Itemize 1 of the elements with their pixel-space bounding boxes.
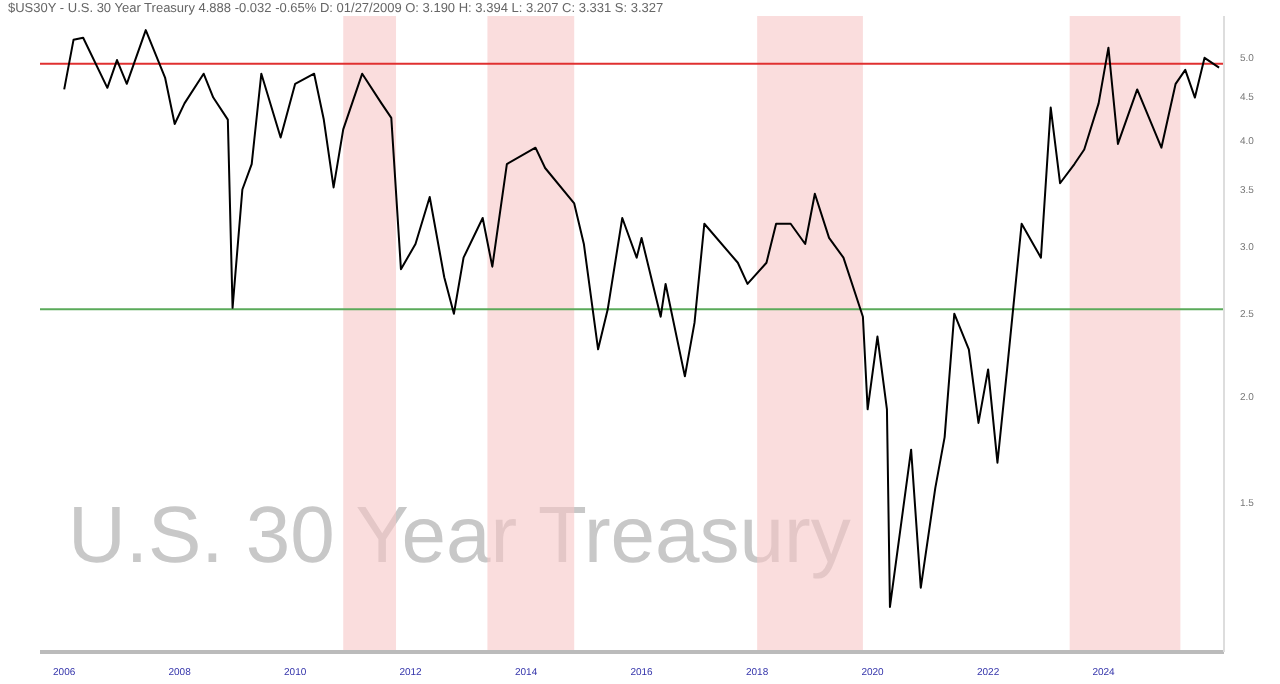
line-series — [63, 29, 1221, 608]
